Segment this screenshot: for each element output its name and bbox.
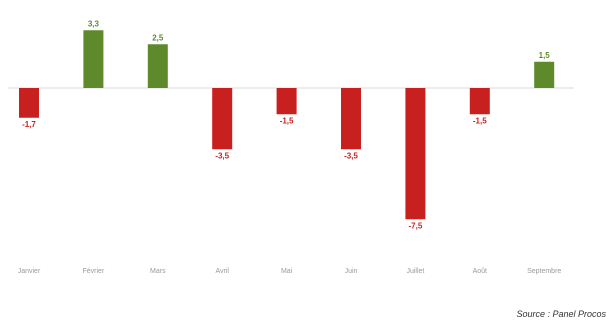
source-note: Source : Panel Procos <box>516 309 606 319</box>
bar-août <box>469 88 490 115</box>
bar-septembre <box>534 61 555 88</box>
bar-mars <box>147 44 168 88</box>
category-label-septembre: Septembre <box>527 268 561 275</box>
bar-janvier <box>19 88 39 118</box>
category-label-juillet: Juillet <box>406 268 424 275</box>
value-label-avril: -3,5 <box>215 151 229 160</box>
category-label-février: Février <box>83 268 105 275</box>
value-label-août: -1,5 <box>473 116 487 125</box>
category-label-juin: Juin <box>345 268 358 275</box>
value-label-mars: 2,5 <box>152 33 164 42</box>
bar-juin <box>341 88 361 150</box>
value-label-septembre: 1,5 <box>539 51 551 60</box>
value-label-janvier: -1,7 <box>22 120 36 129</box>
bar-mai <box>276 88 297 115</box>
bar-juillet <box>405 88 426 220</box>
value-label-juin: -3,5 <box>344 151 358 160</box>
category-label-août: Août <box>473 268 487 275</box>
value-label-février: 3,3 <box>88 19 100 28</box>
category-label-mai: Mai <box>281 268 293 275</box>
value-label-juillet: -7,5 <box>409 221 423 230</box>
value-label-mai: -1,5 <box>280 116 294 125</box>
category-label-janvier: Janvier <box>18 268 41 275</box>
bar-février <box>83 30 104 88</box>
category-label-mars: Mars <box>150 268 166 275</box>
category-label-avril: Avril <box>215 268 229 275</box>
bar-avril <box>212 88 233 150</box>
